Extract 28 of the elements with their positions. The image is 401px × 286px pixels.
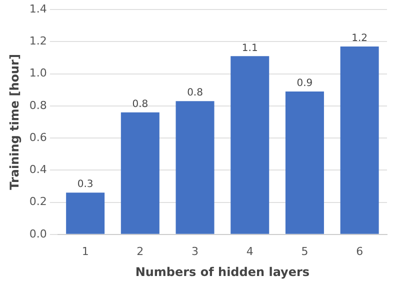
bar [285, 91, 324, 234]
data-label: 0.9 [296, 78, 313, 90]
x-tick-label: 2 [136, 244, 144, 258]
y-tick-label: 0.4 [29, 163, 47, 176]
bar [176, 101, 214, 234]
data-label: 0.8 [187, 88, 203, 99]
data-label: 0.3 [77, 179, 94, 190]
y-tick-label: 0.2 [29, 195, 47, 208]
bar [340, 46, 379, 234]
data-label: 0.8 [132, 98, 148, 110]
bar [66, 192, 105, 234]
data-label: 1.1 [242, 42, 258, 54]
bar [230, 56, 270, 234]
data-label: 1.2 [352, 33, 368, 44]
y-tick-label: 0.0 [29, 227, 47, 240]
y-tick-label: 1.0 [29, 66, 47, 80]
y-tick-label: 0.6 [29, 130, 47, 144]
x-tick-label: 6 [356, 244, 364, 258]
y-tick-label: 1.2 [29, 34, 47, 48]
x-tick-label: 3 [192, 244, 199, 258]
x-tick-label: 4 [246, 244, 254, 258]
y-tick-label: 1.4 [29, 2, 47, 16]
bar [120, 112, 160, 234]
x-tick-label: 5 [301, 244, 308, 258]
x-tick-label: 1 [82, 244, 89, 258]
y-axis-title: Training time [hour] [7, 54, 22, 190]
x-axis-title: Numbers of hidden layers [135, 264, 310, 279]
y-tick-label: 0.8 [29, 98, 47, 112]
